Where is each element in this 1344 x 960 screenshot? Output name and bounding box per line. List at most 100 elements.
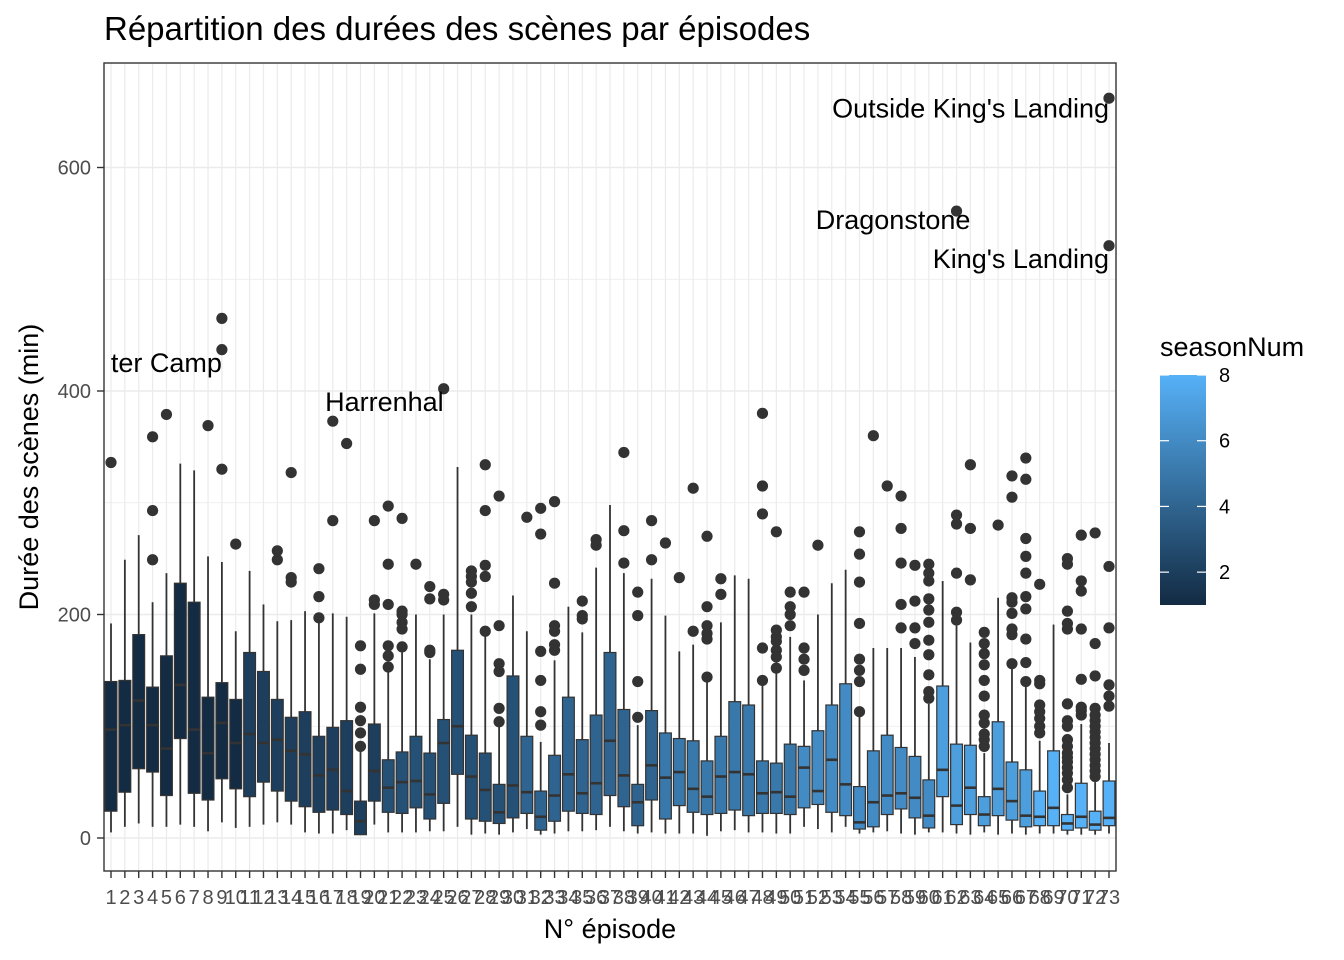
x-tick-label: 73 (1098, 887, 1120, 909)
outlier-point (396, 512, 408, 524)
box-episode-55 (853, 785, 866, 830)
x-tick-label: 53 (821, 887, 843, 909)
outlier-point (382, 650, 394, 662)
box-episode-65 (991, 721, 1005, 817)
outlier-point (950, 567, 963, 579)
whiskers (110, 463, 1110, 836)
x-tick-label: 1 (105, 887, 116, 909)
box-episode-45 (714, 735, 728, 815)
outlier-point (950, 606, 963, 618)
box-episode-51 (797, 745, 811, 809)
outlier-point (535, 502, 547, 514)
outlier-point (396, 605, 408, 617)
outlier-point (881, 480, 893, 492)
x-tick-label: 31 (516, 887, 538, 909)
box-episode-44 (700, 760, 714, 816)
box-episode-18 (340, 720, 354, 816)
x-tick-label: 6 (175, 887, 186, 909)
y-tick-label: 0 (80, 828, 91, 850)
outlier-point (160, 408, 173, 421)
box-episode-73 (1102, 780, 1116, 827)
outlier-point (632, 586, 644, 598)
outlier-point (978, 709, 990, 721)
x-tick-label: 9 (216, 887, 227, 909)
box-episode-39 (631, 783, 645, 827)
outlier-point (1034, 720, 1046, 732)
x-tick-label: 33 (543, 887, 565, 909)
x-tick-label: 32 (530, 887, 552, 909)
x-tick-label: 26 (446, 887, 468, 909)
x-tick-label: 16 (308, 887, 330, 909)
outlier-point (909, 595, 921, 607)
x-tick-label: 57 (876, 887, 898, 909)
outlier-point (798, 653, 810, 665)
outlier-point (756, 508, 769, 520)
outlier-point (479, 459, 491, 471)
box-episode-34 (561, 696, 575, 812)
outlier-point (354, 727, 367, 739)
box-episode-46 (728, 701, 742, 811)
outlier-point (687, 625, 699, 637)
outlier-point (632, 610, 644, 622)
outlier-point (756, 674, 769, 687)
box-episode-67 (1019, 769, 1033, 828)
box-episode-33 (548, 754, 562, 822)
outlier-point (1061, 734, 1074, 746)
x-tick-label: 13 (266, 887, 288, 909)
box-episode-20 (367, 723, 381, 802)
outlier-point (548, 577, 561, 589)
outlier-point (382, 558, 394, 570)
x-tick-label: 5 (161, 887, 172, 909)
x-tick-label: 55 (848, 887, 870, 909)
outlier-point (548, 620, 561, 632)
outlier-point (590, 534, 602, 546)
box-episode-37 (603, 651, 617, 797)
outlier-point (1006, 658, 1018, 670)
outlier-point (895, 490, 907, 502)
x-tick-label: 19 (349, 887, 371, 909)
x-tick-label: 51 (793, 887, 815, 909)
outlier-point (895, 622, 907, 634)
box-episode-58 (894, 746, 908, 810)
outlier-point (632, 675, 644, 688)
outlier-point (396, 641, 408, 653)
box-episode-41 (658, 732, 672, 820)
annotation-label: Dragonstone (816, 205, 971, 235)
outlier-point (1034, 699, 1046, 711)
box-episode-30 (506, 675, 520, 819)
outlier-point (770, 526, 782, 538)
outlier-point (909, 622, 921, 634)
outlier-point (1006, 607, 1018, 619)
outlier-point (1061, 698, 1074, 710)
outlier-point (645, 515, 658, 527)
outlier-point (1020, 452, 1032, 464)
outlier-point (798, 586, 810, 598)
outlier-point (659, 537, 672, 549)
outlier-point (535, 645, 547, 657)
x-tick-label: 41 (654, 887, 676, 909)
box-episode-26 (451, 649, 465, 775)
outlier-point (1103, 622, 1115, 634)
outlier-point (313, 563, 325, 575)
box-episode-7 (187, 601, 201, 794)
box-episode-32 (534, 790, 548, 831)
x-tick-label: 38 (613, 887, 635, 909)
outlier-point (354, 663, 367, 675)
outlier-point (950, 205, 963, 217)
outlier-point (535, 706, 547, 718)
boxes (104, 582, 1116, 836)
x-tick-label: 11 (239, 887, 260, 909)
outlier-point (410, 558, 422, 570)
outlier-point (923, 686, 935, 698)
outlier-point (923, 669, 935, 681)
outlier-point (368, 594, 380, 606)
x-tick-label: 63 (959, 887, 981, 909)
outlier-point (479, 504, 491, 517)
outlier-point (673, 572, 685, 584)
outlier-point (978, 674, 990, 687)
outlier-point (950, 518, 963, 530)
outlier-point (923, 634, 935, 646)
outlier-point (978, 659, 990, 671)
outlier-point (1034, 674, 1046, 687)
box-episode-2 (118, 679, 132, 793)
